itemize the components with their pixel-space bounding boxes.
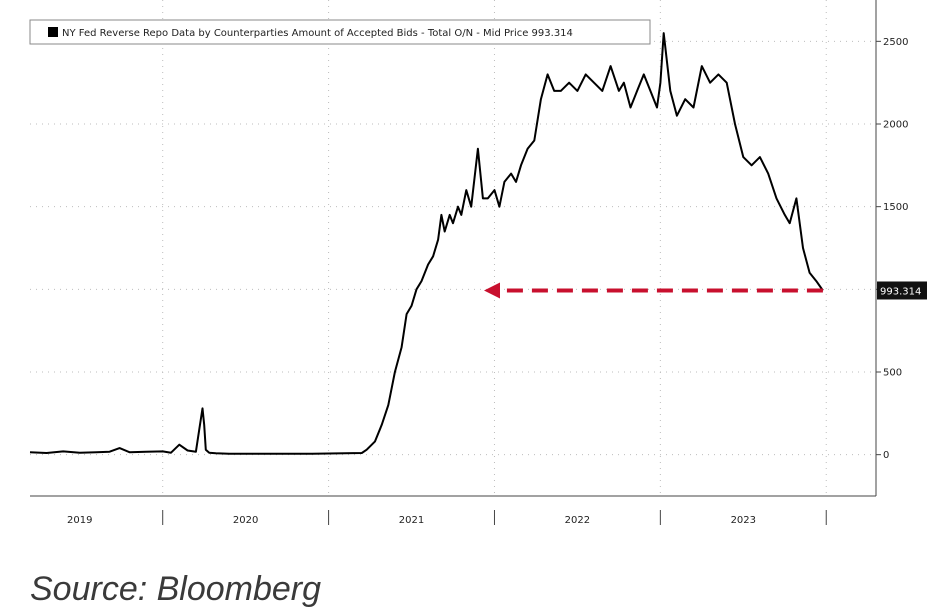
- y-tick-label-1500: 1500: [883, 202, 908, 213]
- y-tick-label-2500: 2500: [883, 37, 908, 48]
- y-tick-label-0: 0: [883, 450, 889, 461]
- x-tick-label-2023: 2023: [731, 515, 756, 526]
- y-tick-label-500: 500: [883, 368, 902, 379]
- y-tick-label-2000: 2000: [883, 120, 908, 131]
- series-line: [29, 32, 824, 455]
- x-tick-label-2019: 2019: [67, 515, 92, 526]
- legend-label: NY Fed Reverse Repo Data by Counterparti…: [62, 28, 573, 39]
- source-caption: Source: Bloomberg: [30, 570, 322, 608]
- vertical-gridlines: [162, 0, 827, 496]
- arrow-head: [484, 282, 500, 299]
- last-value-label: 993.314: [880, 286, 921, 297]
- last-value-badge: 993.314: [877, 281, 927, 300]
- legend-swatch: [48, 27, 58, 37]
- legend: NY Fed Reverse Repo Data by Counterparti…: [29, 19, 651, 45]
- last-value-badge-bg: [877, 281, 927, 300]
- x-tick-label-2021: 2021: [399, 515, 424, 526]
- x-tick-label-2020: 2020: [233, 515, 258, 526]
- horizontal-gridlines: [30, 40, 876, 456]
- x-tick-label-2022: 2022: [565, 515, 590, 526]
- axes: [30, 0, 881, 525]
- x-axis-tick-labels: 2019 2020 2021 2022 2023: [67, 515, 756, 526]
- last-value-arrow: [484, 282, 823, 299]
- legend-box: [29, 19, 651, 45]
- reverse-repo-chart: 05001000150020002500 2019202020212022202…: [29, 0, 927, 526]
- y-axis-tick-labels: 05001000150020002500: [883, 37, 908, 461]
